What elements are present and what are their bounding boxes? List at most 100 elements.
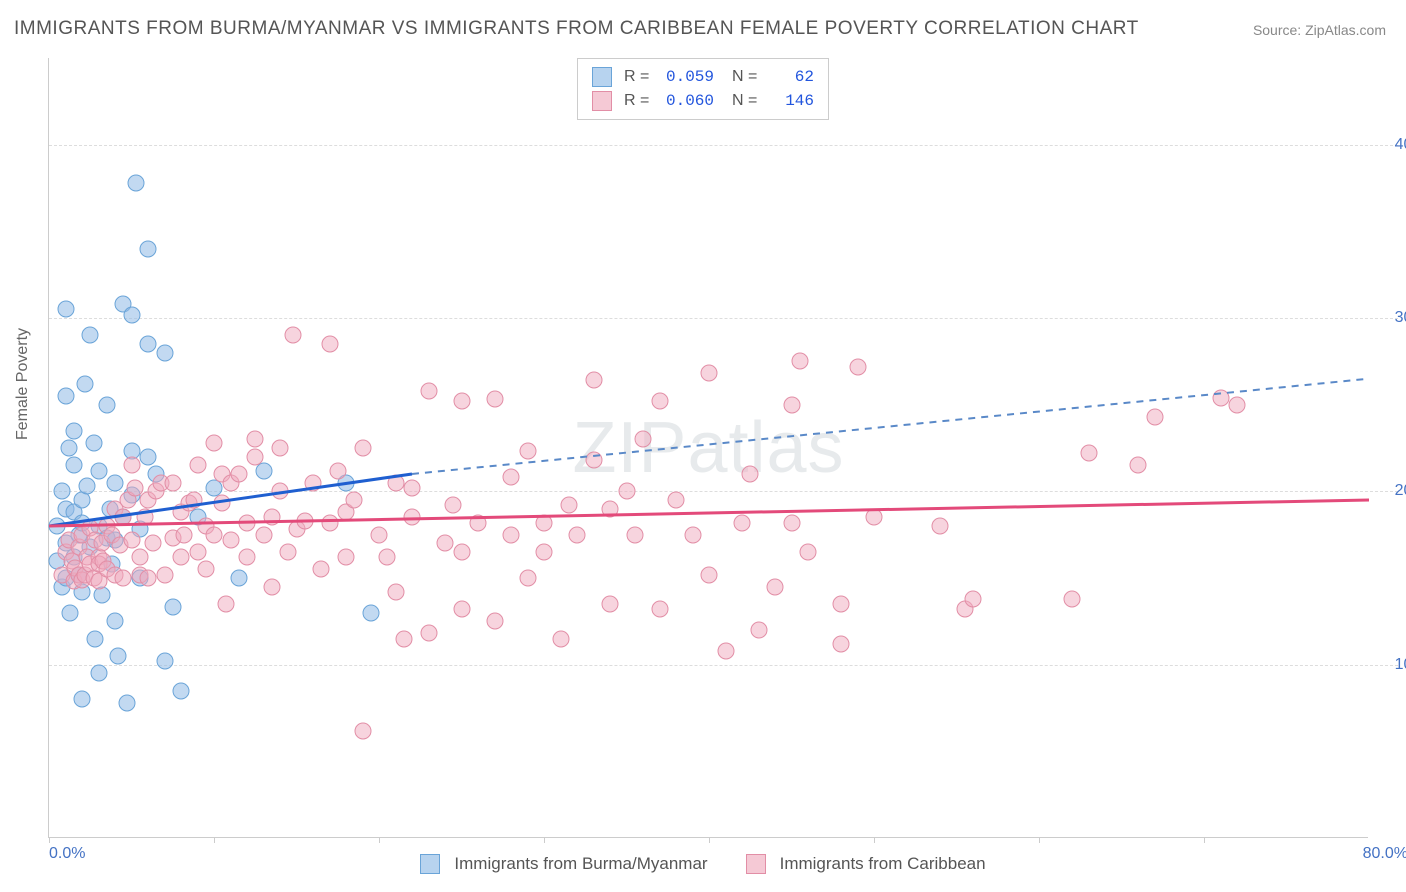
- scatter-point: [445, 497, 462, 514]
- n-value: 146: [774, 92, 814, 110]
- scatter-point: [222, 531, 239, 548]
- x-tick-mark: [1204, 837, 1205, 843]
- scatter-point: [65, 422, 82, 439]
- scatter-point: [164, 599, 181, 616]
- scatter-point: [420, 625, 437, 642]
- legend-swatch: [592, 91, 612, 111]
- scatter-point: [635, 431, 652, 448]
- scatter-point: [65, 457, 82, 474]
- scatter-point: [767, 578, 784, 595]
- scatter-point: [107, 613, 124, 630]
- scatter-point: [626, 526, 643, 543]
- scatter-point: [833, 635, 850, 652]
- scatter-point: [98, 396, 115, 413]
- scatter-point: [1130, 457, 1147, 474]
- scatter-point: [717, 642, 734, 659]
- scatter-point: [453, 601, 470, 618]
- scatter-point: [239, 514, 256, 531]
- scatter-point: [272, 440, 289, 457]
- scatter-point: [239, 549, 256, 566]
- legend-label: Immigrants from Burma/Myanmar: [454, 854, 707, 874]
- scatter-point: [965, 590, 982, 607]
- scatter-point: [395, 630, 412, 647]
- scatter-point: [173, 682, 190, 699]
- scatter-point: [701, 365, 718, 382]
- scatter-point: [263, 578, 280, 595]
- scatter-point: [585, 452, 602, 469]
- r-value: 0.060: [666, 92, 726, 110]
- scatter-point: [1146, 408, 1163, 425]
- x-tick-mark: [544, 837, 545, 843]
- scatter-point: [272, 483, 289, 500]
- scatter-point: [321, 336, 338, 353]
- scatter-point: [1064, 590, 1081, 607]
- scatter-point: [140, 240, 157, 257]
- scatter-point: [560, 497, 577, 514]
- scatter-point: [54, 483, 71, 500]
- y-tick-label: 10.0%: [1395, 656, 1406, 674]
- scatter-point: [82, 327, 99, 344]
- scatter-point: [255, 526, 272, 543]
- x-tick-mark: [1039, 837, 1040, 843]
- scatter-point: [1080, 445, 1097, 462]
- scatter-point: [144, 535, 161, 552]
- correlation-legend: R = 0.059 N = 62 R = 0.060 N = 146: [577, 58, 829, 120]
- scatter-point: [602, 500, 619, 517]
- y-axis-label: Female Poverty: [14, 328, 32, 440]
- legend-row: R =0.059N =62: [592, 65, 814, 89]
- scatter-point: [602, 596, 619, 613]
- scatter-point: [313, 561, 330, 578]
- n-label: N =: [732, 68, 768, 86]
- scatter-point: [833, 596, 850, 613]
- y-tick-label: 20.0%: [1395, 482, 1406, 500]
- r-label: R =: [624, 92, 660, 110]
- scatter-point: [189, 544, 206, 561]
- scatter-point: [519, 443, 536, 460]
- r-value: 0.059: [666, 68, 726, 86]
- scatter-point: [78, 478, 95, 495]
- scatter-point: [247, 448, 264, 465]
- scatter-point: [123, 306, 140, 323]
- scatter-point: [585, 372, 602, 389]
- scatter-point: [156, 566, 173, 583]
- scatter-point: [60, 440, 77, 457]
- scatter-point: [668, 492, 685, 509]
- scatter-point: [123, 457, 140, 474]
- scatter-point: [354, 722, 371, 739]
- scatter-point: [115, 509, 132, 526]
- scatter-point: [136, 509, 153, 526]
- series-legend: Immigrants from Burma/MyanmarImmigrants …: [0, 854, 1406, 874]
- scatter-point: [90, 665, 107, 682]
- scatter-point: [214, 495, 231, 512]
- source-attribution: Source: ZipAtlas.com: [1253, 22, 1386, 38]
- scatter-point: [140, 336, 157, 353]
- scatter-point: [684, 526, 701, 543]
- scatter-point: [470, 514, 487, 531]
- n-label: N =: [732, 92, 768, 110]
- scatter-point: [354, 440, 371, 457]
- n-value: 62: [774, 68, 814, 86]
- scatter-point: [329, 462, 346, 479]
- scatter-point: [173, 549, 190, 566]
- scatter-point: [750, 622, 767, 639]
- scatter-point: [552, 630, 569, 647]
- scatter-point: [128, 174, 145, 191]
- scatter-points-layer: [49, 58, 1368, 837]
- chart-title: IMMIGRANTS FROM BURMA/MYANMAR VS IMMIGRA…: [14, 18, 1139, 40]
- scatter-point: [742, 466, 759, 483]
- scatter-point: [57, 388, 74, 405]
- scatter-point: [263, 509, 280, 526]
- x-tick-mark: [709, 837, 710, 843]
- legend-item: Immigrants from Burma/Myanmar: [420, 854, 707, 874]
- x-tick-mark: [214, 837, 215, 843]
- scatter-point: [800, 544, 817, 561]
- legend-row: R = 0.060 N = 146: [592, 89, 814, 113]
- scatter-point: [453, 544, 470, 561]
- scatter-point: [321, 514, 338, 531]
- scatter-point: [569, 526, 586, 543]
- scatter-point: [77, 375, 94, 392]
- scatter-point: [783, 514, 800, 531]
- scatter-point: [217, 596, 234, 613]
- scatter-point: [536, 514, 553, 531]
- x-tick-mark: [379, 837, 380, 843]
